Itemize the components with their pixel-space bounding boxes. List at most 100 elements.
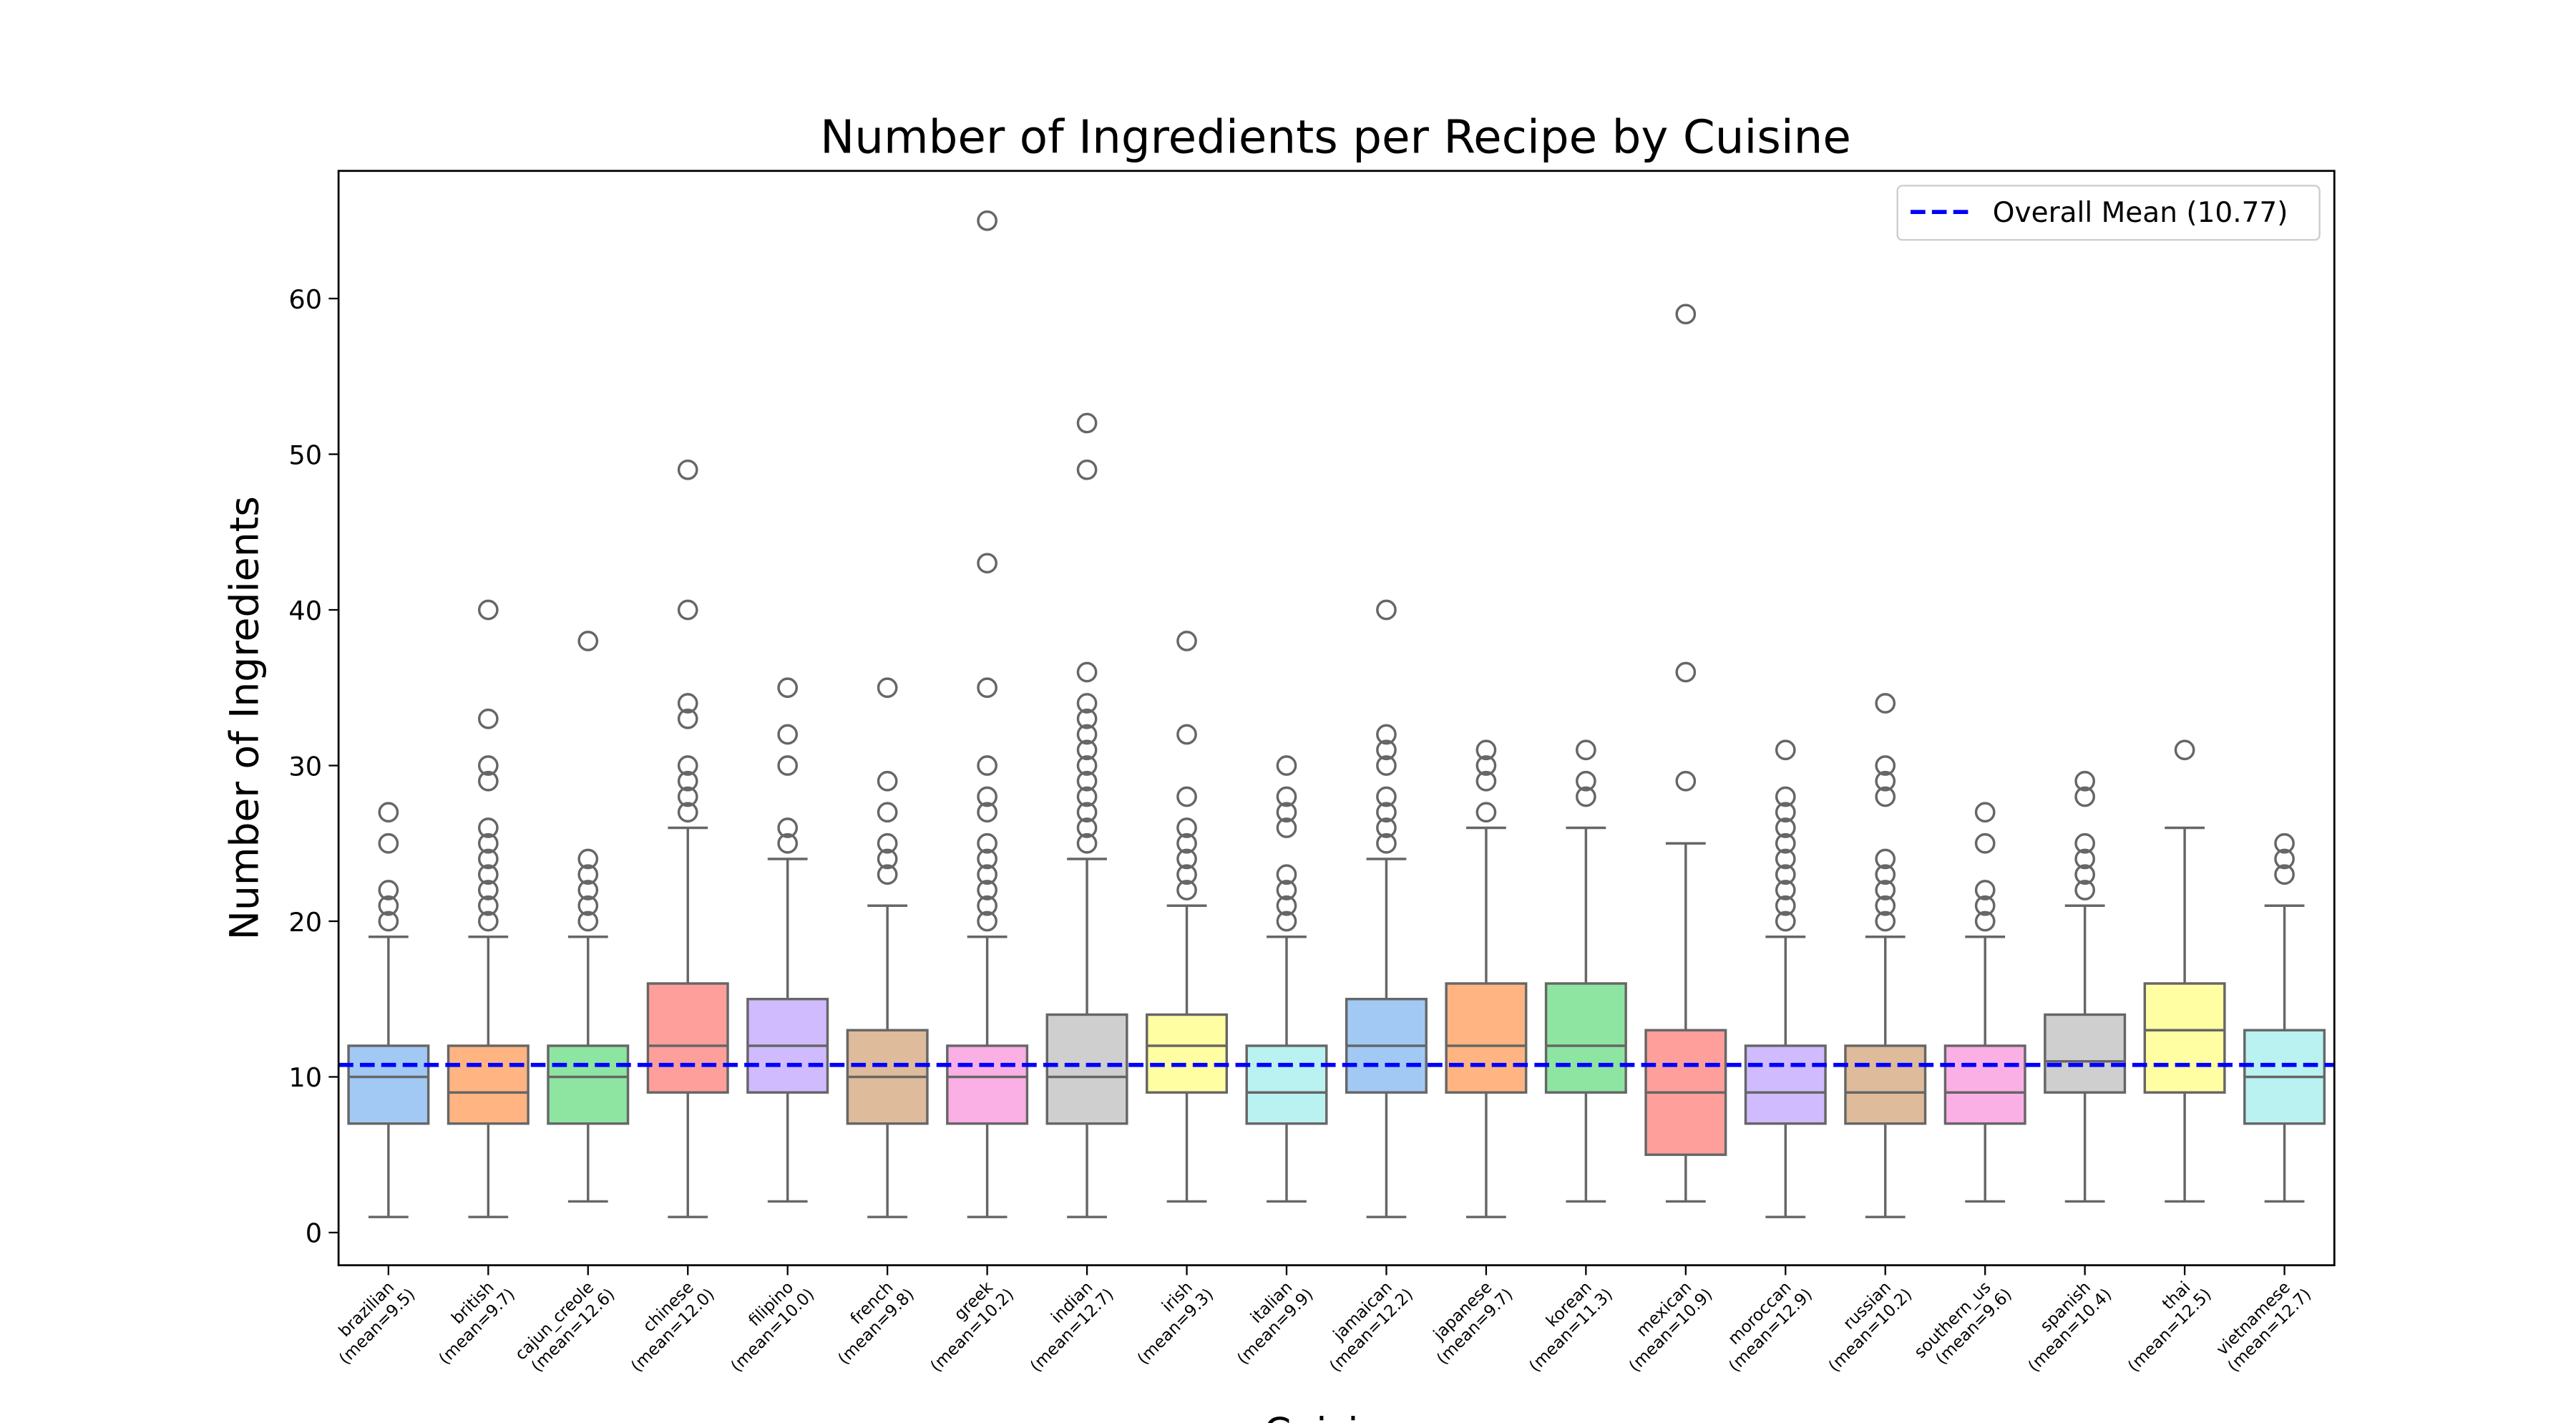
outlier <box>977 786 997 807</box>
outlier <box>1376 755 1397 776</box>
outlier <box>1974 832 1996 854</box>
x-tick-label-group: indian(mean=12.7) <box>1027 1278 1118 1376</box>
outlier <box>1076 459 1098 480</box>
outlier <box>2274 832 2295 854</box>
outlier <box>1775 739 1796 761</box>
outlier <box>477 895 499 916</box>
outlier <box>977 880 997 900</box>
outlier <box>1875 880 1896 900</box>
outlier <box>1974 880 1996 900</box>
outlier <box>378 802 399 823</box>
outlier <box>1376 724 1397 745</box>
outlier <box>577 864 599 885</box>
outlier <box>1376 739 1397 761</box>
outlier <box>477 832 499 854</box>
outlier <box>977 864 997 885</box>
outlier <box>1176 724 1197 745</box>
outlier <box>1176 832 1197 854</box>
outlier <box>977 832 997 854</box>
outlier <box>1076 786 1098 807</box>
box <box>347 1044 430 1125</box>
outlier <box>1875 786 1896 807</box>
box <box>2044 1013 2127 1094</box>
outlier <box>1176 848 1197 870</box>
outlier <box>577 631 599 651</box>
outlier <box>378 832 399 854</box>
outlier <box>2074 786 2096 807</box>
outlier <box>777 755 799 776</box>
outlier <box>2074 880 2096 900</box>
outlier <box>477 708 499 729</box>
x-tick-label-group: korean(mean=11.3) <box>1526 1278 1616 1376</box>
outlier <box>677 708 698 729</box>
y-tick-label: 20 <box>288 907 322 938</box>
outlier <box>777 677 799 699</box>
x-tick-label-group: italian(mean=9.9) <box>1234 1278 1317 1369</box>
x-tick-label-group: russian(mean=10.2) <box>1825 1278 1916 1376</box>
outlier <box>1875 755 1896 776</box>
x-tick-label-group: chinese(mean=12.0) <box>628 1278 718 1376</box>
box <box>646 982 729 1094</box>
outlier <box>1675 303 1697 325</box>
outlier <box>1775 910 1796 932</box>
outlier <box>378 895 399 916</box>
outlier <box>1376 802 1397 823</box>
y-tick-label: 0 <box>306 1218 322 1249</box>
outlier <box>677 693 698 714</box>
outlier <box>1576 770 1596 792</box>
outlier <box>1176 817 1197 838</box>
outlier <box>977 210 997 231</box>
outlier <box>1176 631 1197 651</box>
outlier <box>1775 864 1796 885</box>
outlier <box>1276 755 1297 776</box>
outlier <box>2074 848 2096 870</box>
outlier <box>477 910 499 932</box>
chart-title: Number of Ingredients per Recipe by Cuis… <box>820 110 1851 164</box>
outlier <box>1276 864 1297 885</box>
legend-box <box>1896 185 2321 241</box>
x-tick-label-group: jamaican(mean=12.2) <box>1326 1278 1417 1376</box>
box <box>1445 982 1528 1094</box>
outlier <box>1076 832 1098 854</box>
x-tick-label-group: japanese(mean=9.7) <box>1430 1278 1517 1369</box>
outlier <box>1176 880 1197 900</box>
outlier <box>2074 770 2096 792</box>
outlier <box>1076 412 1098 434</box>
x-tick-label-group: vietnamese(mean=12.7) <box>2213 1278 2315 1376</box>
y-tick-label: 60 <box>288 284 322 315</box>
outlier <box>1376 817 1397 838</box>
box <box>1045 1013 1128 1125</box>
outlier <box>477 848 499 870</box>
x-tick-label-group: filipino(mean=10.0) <box>728 1278 819 1376</box>
outlier <box>378 880 399 900</box>
outlier <box>378 910 399 932</box>
y-tick-label: 40 <box>288 596 322 626</box>
outlier <box>1076 693 1098 714</box>
box <box>1146 1013 1229 1094</box>
box <box>547 1044 630 1125</box>
box <box>1744 1044 1827 1125</box>
box <box>1544 982 1627 1094</box>
outlier <box>877 802 898 823</box>
outlier <box>977 895 997 916</box>
outlier <box>1974 802 1996 823</box>
outlier <box>1076 817 1098 838</box>
outlier <box>2274 864 2295 885</box>
outlier <box>1276 895 1297 916</box>
x-tick-label-group: british(mean=9.7) <box>436 1278 519 1369</box>
x-tick-label-group: southern_us(mean=9.6) <box>1911 1278 2015 1369</box>
outlier <box>477 880 499 900</box>
plot-frame <box>337 170 2336 1266</box>
x-axis-label: Cuisine <box>1264 1409 1407 1423</box>
outlier <box>1775 880 1796 900</box>
outlier <box>1775 895 1796 916</box>
outlier <box>1974 910 1996 932</box>
outlier <box>1076 708 1098 729</box>
outlier <box>1475 770 1497 792</box>
outlier <box>2274 848 2295 870</box>
outlier <box>1076 755 1098 776</box>
x-tick-label-group: spanish(mean=10.4) <box>2025 1278 2116 1376</box>
outlier <box>977 677 997 699</box>
outlier <box>1675 661 1697 683</box>
